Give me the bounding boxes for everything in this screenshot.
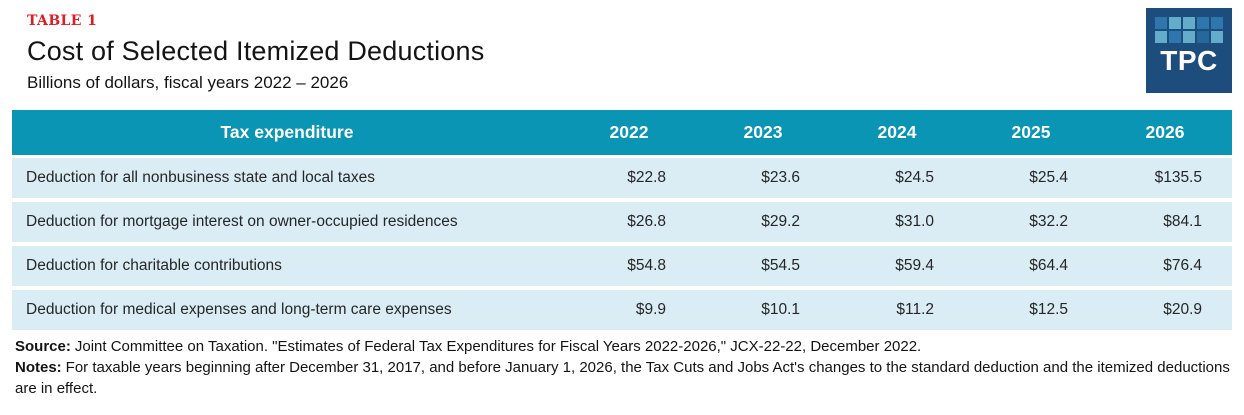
value-cell: $64.4 <box>964 246 1098 290</box>
row-label-cell: Deduction for mortgage interest on owner… <box>12 202 562 246</box>
value-cell: $32.2 <box>964 202 1098 246</box>
table-row: Deduction for medical expenses and long-… <box>12 290 1232 334</box>
notes-line: Notes: For taxable years beginning after … <box>15 357 1230 399</box>
page-title: Cost of Selected Itemized Deductions <box>27 36 485 66</box>
logo-grid-square <box>1183 17 1195 29</box>
value-cell: $12.5 <box>964 290 1098 334</box>
column-header-year: 2022 <box>562 110 696 158</box>
tpc-logo: TPC <box>1146 8 1232 93</box>
page-subtitle: Billions of dollars, fiscal years 2022 –… <box>27 73 349 92</box>
table-header-row: Tax expenditure 2022 2023 2024 2025 2026 <box>12 110 1232 158</box>
table-row: Deduction for charitable contributions $… <box>12 246 1232 290</box>
logo-grid-square <box>1155 31 1167 43</box>
value-cell: $10.1 <box>696 290 830 334</box>
value-cell: $54.8 <box>562 246 696 290</box>
logo-grid-square <box>1211 31 1223 43</box>
value-cell: $23.6 <box>696 158 830 202</box>
logo-grid-square <box>1155 17 1167 29</box>
value-cell: $11.2 <box>830 290 964 334</box>
header: TABLE 1 Cost of Selected Itemized Deduct… <box>0 0 1244 93</box>
logo-grid-square <box>1169 31 1181 43</box>
row-label-cell: Deduction for all nonbusiness state and … <box>12 158 562 202</box>
column-header-year: 2023 <box>696 110 830 158</box>
value-cell: $22.8 <box>562 158 696 202</box>
column-header-year: 2026 <box>1098 110 1232 158</box>
value-cell: $76.4 <box>1098 246 1232 290</box>
source-text: Joint Committee on Taxation. "Estimates … <box>74 338 922 355</box>
value-cell: $29.2 <box>696 202 830 246</box>
logo-grid-square <box>1197 31 1209 43</box>
value-cell: $9.9 <box>562 290 696 334</box>
notes-label: Notes: <box>15 359 62 376</box>
logo-text: TPC <box>1160 45 1218 76</box>
logo-grid-icon <box>1155 17 1223 43</box>
notes-text: For taxable years beginning after Decemb… <box>15 359 1230 397</box>
footer-notes: Source: Joint Committee on Taxation. "Est… <box>15 336 1230 399</box>
source-label: Source: <box>15 338 71 355</box>
row-label-cell: Deduction for charitable contributions <box>12 246 562 290</box>
value-cell: $59.4 <box>830 246 964 290</box>
deductions-table: Tax expenditure 2022 2023 2024 2025 2026… <box>12 110 1232 334</box>
column-header-year: 2024 <box>830 110 964 158</box>
row-label-cell: Deduction for medical expenses and long-… <box>12 290 562 334</box>
column-header-year: 2025 <box>964 110 1098 158</box>
column-header-tax-expenditure: Tax expenditure <box>12 110 562 158</box>
table-row: Deduction for all nonbusiness state and … <box>12 158 1232 202</box>
value-cell: $54.5 <box>696 246 830 290</box>
table-row: Deduction for mortgage interest on owner… <box>12 202 1232 246</box>
value-cell: $135.5 <box>1098 158 1232 202</box>
source-line: Source: Joint Committee on Taxation. "Est… <box>15 336 1230 357</box>
value-cell: $31.0 <box>830 202 964 246</box>
logo-grid-square <box>1169 17 1181 29</box>
value-cell: $84.1 <box>1098 202 1232 246</box>
table-number: TABLE 1 <box>27 13 98 29</box>
logo-grid-square <box>1197 17 1209 29</box>
value-cell: $25.4 <box>964 158 1098 202</box>
value-cell: $20.9 <box>1098 290 1232 334</box>
value-cell: $24.5 <box>830 158 964 202</box>
logo-grid-square <box>1211 17 1223 29</box>
logo-grid-square <box>1183 31 1195 43</box>
value-cell: $26.8 <box>562 202 696 246</box>
